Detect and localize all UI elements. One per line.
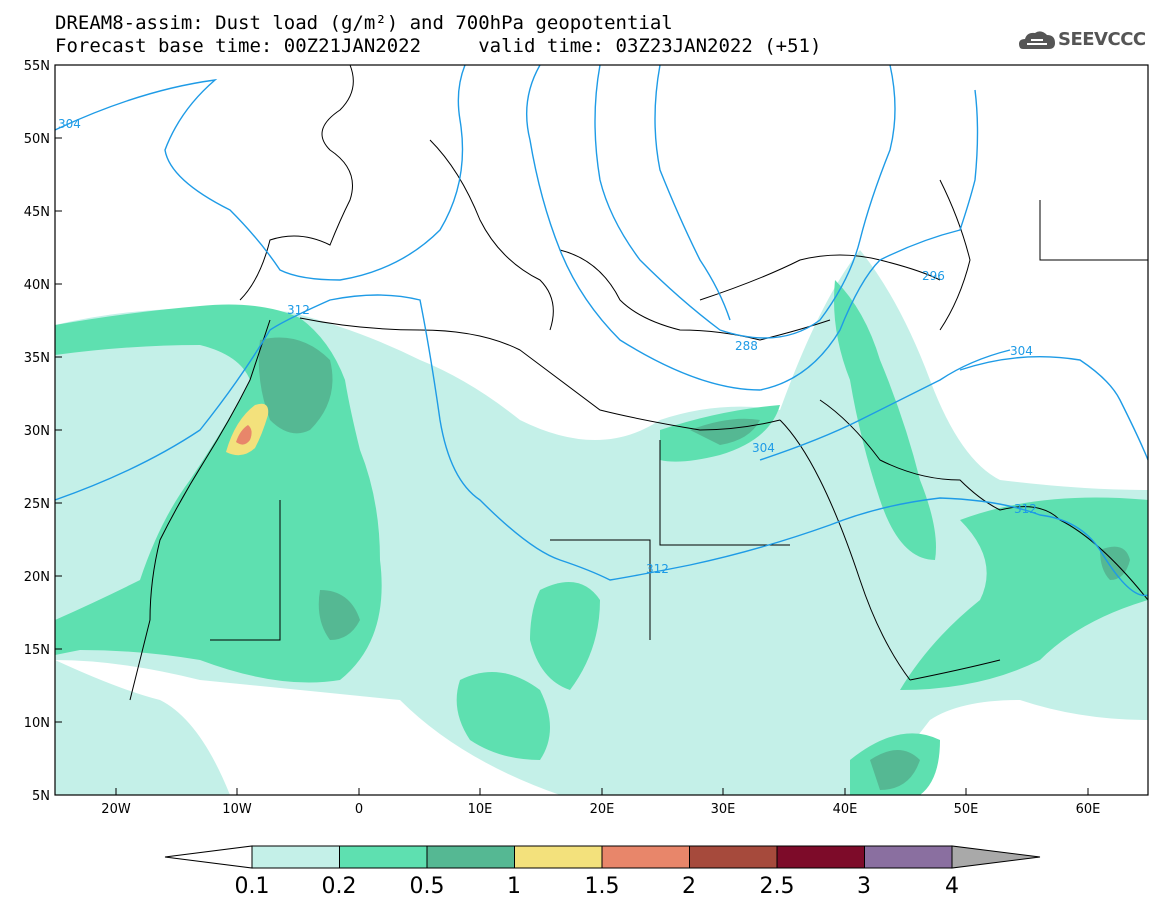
lat-label: 15N bbox=[24, 643, 50, 658]
colorbar-label: 3 bbox=[857, 874, 871, 899]
colorbar-label: 0.1 bbox=[235, 874, 270, 899]
colorbar-label: 0.2 bbox=[322, 874, 357, 899]
colorbar-under-arrow bbox=[164, 845, 253, 869]
lat-label: 45N bbox=[24, 205, 50, 220]
colorbar: 0.1 0.2 0.5 1 1.5 2 2.5 3 4 bbox=[164, 845, 1041, 899]
lon-label: 10W bbox=[222, 802, 252, 817]
dust-field bbox=[55, 250, 1148, 795]
logo-text: SEEVCCC bbox=[1058, 29, 1146, 50]
lon-label: 50E bbox=[954, 802, 979, 817]
lon-label: 0 bbox=[355, 802, 363, 817]
colorbar-label: 4 bbox=[945, 874, 959, 899]
lon-ticks bbox=[115, 788, 1089, 795]
dust-band-0.5 bbox=[258, 337, 1130, 790]
colorbar-swatch bbox=[601, 845, 690, 869]
lat-label: 5N bbox=[32, 789, 50, 804]
lat-label: 30N bbox=[24, 424, 50, 439]
colorbar-label: 2.5 bbox=[760, 874, 795, 899]
lat-labels: 55N 50N 45N 40N 35N 30N 25N 20N 15N 10N … bbox=[24, 59, 50, 804]
colorbar-label: 1 bbox=[507, 874, 521, 899]
coastlines bbox=[129, 65, 1148, 701]
contour-label: 312 bbox=[1014, 502, 1037, 516]
colorbar-swatch bbox=[776, 845, 865, 869]
map-title: DREAM8-assim: Dust load (g/m²) and 700hP… bbox=[55, 12, 673, 34]
colorbar-label: 0.5 bbox=[410, 874, 445, 899]
forecast-times: Forecast base time: 00Z21JAN2022 valid t… bbox=[55, 35, 822, 57]
colorbar-swatch bbox=[864, 845, 953, 869]
lon-labels: 20W 10W 0 10E 20E 30E 40E 50E 60E bbox=[101, 802, 1100, 817]
colorbar-swatch bbox=[339, 845, 428, 869]
colorbar-swatch bbox=[514, 845, 603, 869]
lon-label: 20E bbox=[590, 802, 615, 817]
lon-label: 20W bbox=[101, 802, 131, 817]
lat-label: 40N bbox=[24, 278, 50, 293]
colorbar-label: 2 bbox=[682, 874, 696, 899]
dust-band-1.5 bbox=[236, 425, 252, 445]
contour-label: 312 bbox=[287, 303, 310, 317]
lat-label: 50N bbox=[24, 132, 50, 147]
cloud-logo-icon bbox=[1019, 31, 1055, 49]
lat-label: 25N bbox=[24, 497, 50, 512]
lat-label: 55N bbox=[24, 59, 50, 74]
lon-label: 60E bbox=[1076, 802, 1101, 817]
lat-label: 35N bbox=[24, 351, 50, 366]
lon-label: 40E bbox=[833, 802, 858, 817]
geopotential-contours bbox=[55, 65, 1148, 597]
colorbar-label: 1.5 bbox=[585, 874, 620, 899]
colorbar-swatch bbox=[251, 845, 340, 869]
contour-label: 304 bbox=[58, 117, 81, 131]
contour-label: 296 bbox=[922, 269, 945, 283]
lon-label: 10E bbox=[468, 802, 493, 817]
contour-label: 304 bbox=[1010, 344, 1033, 358]
lat-label: 10N bbox=[24, 716, 50, 731]
colorbar-swatch bbox=[426, 845, 515, 869]
contour-label: 288 bbox=[735, 339, 758, 353]
lat-label: 20N bbox=[24, 570, 50, 585]
lat-ticks bbox=[55, 64, 62, 796]
contour-label: 312 bbox=[646, 562, 669, 576]
contour-label: 304 bbox=[752, 441, 775, 455]
colorbar-swatch bbox=[689, 845, 778, 869]
lon-label: 30E bbox=[711, 802, 736, 817]
colorbar-over-arrow bbox=[951, 845, 1041, 869]
